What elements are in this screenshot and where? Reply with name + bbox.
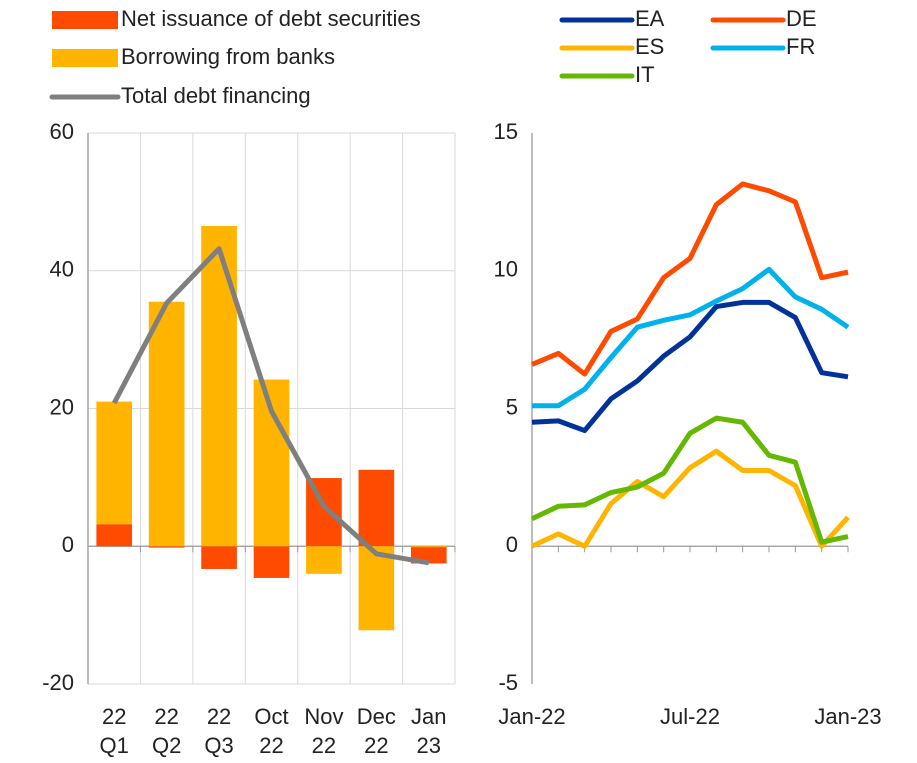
x-tick-label: Nov 22 xyxy=(304,704,344,758)
x-tick-label: 22 Q1 xyxy=(99,704,129,758)
bar xyxy=(148,301,185,547)
bar xyxy=(96,401,133,525)
y-tick-label: 10 xyxy=(494,257,518,282)
legend-label: FR xyxy=(786,34,815,59)
y-tick-label: 15 xyxy=(494,119,518,144)
legend-label: DE xyxy=(786,6,817,31)
x-tick-label: Dec 22 xyxy=(356,704,396,758)
bar xyxy=(358,546,395,631)
x-tick-label: Oct 22 xyxy=(254,704,289,758)
legend-label: Total debt financing xyxy=(121,83,311,108)
bar xyxy=(96,524,133,547)
legend-label: IT xyxy=(635,62,655,87)
legend-label: ES xyxy=(635,34,664,59)
bar xyxy=(201,225,237,547)
x-tick-label: Jan 23 xyxy=(411,704,447,758)
y-tick-label: 0 xyxy=(506,532,518,557)
y-tick-label: 5 xyxy=(506,394,518,419)
line xyxy=(532,266,850,409)
y-tick-label: 60 xyxy=(50,119,74,144)
legend-label: Borrowing from banks xyxy=(121,44,335,69)
bar xyxy=(410,546,447,548)
bar xyxy=(201,546,237,569)
legend-label: Net issuance of debt securities xyxy=(121,6,421,31)
y-tick-label: 40 xyxy=(50,257,74,282)
x-tick-label: Jul-22 xyxy=(660,704,720,729)
line xyxy=(531,299,849,434)
y-tick-label: -20 xyxy=(42,670,74,695)
legend-swatch xyxy=(52,11,118,29)
line xyxy=(112,246,430,566)
y-tick-label: 20 xyxy=(50,394,74,419)
line xyxy=(530,415,849,545)
bar xyxy=(358,469,395,547)
bar xyxy=(306,546,342,574)
x-tick-label: 22 Q2 xyxy=(151,704,182,758)
x-tick-label: 22 Q3 xyxy=(204,704,234,758)
x-tick-label: Jan-22 xyxy=(498,704,565,729)
legend-label: EA xyxy=(635,6,665,31)
bar xyxy=(148,546,185,548)
line xyxy=(530,448,850,549)
y-tick-label: 0 xyxy=(62,532,74,557)
legend-swatch xyxy=(52,49,118,67)
bar xyxy=(253,546,290,578)
line xyxy=(531,181,849,377)
y-tick-label: -5 xyxy=(498,670,518,695)
x-tick-label: Jan-23 xyxy=(814,704,881,729)
